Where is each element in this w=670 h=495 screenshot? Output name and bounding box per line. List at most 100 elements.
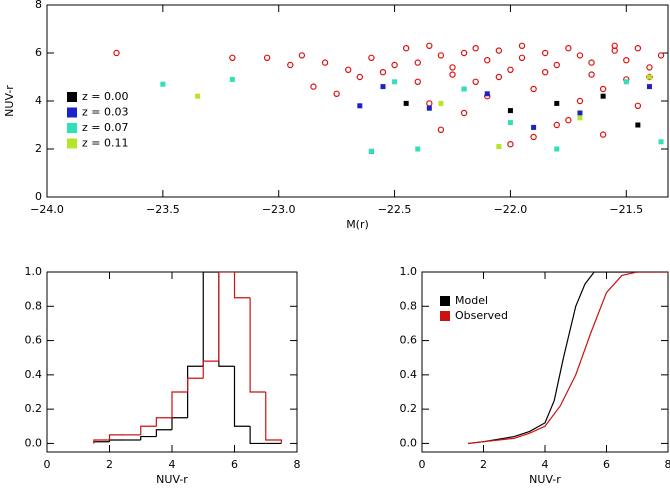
cdf-line — [468, 272, 668, 445]
point — [576, 97, 584, 105]
point — [634, 102, 642, 110]
point — [599, 85, 607, 93]
point — [657, 52, 665, 59]
point — [426, 100, 433, 107]
histogram-bin — [155, 417, 172, 427]
point — [460, 49, 468, 57]
legend-label: z = 0.03 — [82, 106, 128, 119]
point — [391, 61, 398, 69]
y-tick-label: 0 — [35, 190, 42, 203]
histogram-bin — [140, 435, 157, 440]
point — [577, 115, 583, 121]
point — [379, 68, 387, 76]
point — [623, 79, 629, 85]
x-tick-label: 4 — [542, 458, 549, 471]
point — [310, 83, 317, 90]
point — [263, 54, 271, 62]
point — [449, 64, 456, 71]
point — [565, 116, 572, 124]
histogram-bin — [93, 439, 110, 444]
x-tick-label: 2 — [480, 458, 487, 471]
x-tick-label: −21.5 — [609, 203, 643, 216]
histogram-bin — [233, 272, 251, 299]
x-tick-label: 8 — [294, 458, 301, 471]
point — [414, 78, 421, 86]
legend-swatch — [67, 138, 77, 149]
point — [461, 86, 467, 92]
x-tick-label: −24.0 — [30, 203, 64, 216]
y-tick-label: 0.6 — [25, 334, 43, 347]
point — [553, 121, 560, 129]
y-tick-label: 1.0 — [25, 265, 43, 278]
point — [229, 54, 236, 62]
point — [287, 61, 294, 69]
legend-label: z = 0.07 — [82, 121, 128, 134]
histogram-bin — [171, 417, 188, 430]
cdf-line — [468, 272, 668, 445]
y-tick-label: 0.4 — [25, 368, 43, 381]
plot-area — [113, 42, 665, 154]
y-axis-label: NUV-r — [3, 85, 16, 117]
point — [577, 110, 583, 116]
point — [507, 120, 513, 126]
point — [484, 91, 490, 97]
point — [495, 73, 503, 81]
point — [507, 108, 513, 114]
point — [321, 59, 329, 66]
point — [646, 73, 653, 81]
axes-box — [46, 4, 669, 198]
point — [530, 133, 537, 141]
histogram-bin — [249, 297, 266, 393]
y-tick-label: 2 — [35, 142, 42, 155]
point — [518, 54, 526, 62]
point — [438, 100, 444, 106]
plot-area — [468, 272, 668, 445]
x-tick-label: 0 — [419, 458, 426, 471]
point — [495, 47, 503, 54]
legend-swatch — [440, 311, 450, 321]
y-tick-label: 0.8 — [400, 299, 418, 312]
histogram-bin — [265, 392, 282, 444]
point — [415, 146, 421, 152]
point — [576, 52, 584, 59]
point — [449, 71, 456, 78]
point — [646, 74, 652, 80]
point — [414, 59, 421, 66]
x-tick-label: −22.0 — [494, 203, 528, 216]
point — [484, 57, 491, 64]
x-tick-label: 0 — [44, 458, 51, 471]
histogram-bin — [218, 272, 235, 367]
point — [380, 84, 386, 90]
x-axis-label: NUV-r — [156, 473, 188, 486]
legend-label: Observed — [455, 309, 508, 322]
point — [368, 54, 375, 62]
legend-label: z = 0.11 — [82, 137, 128, 150]
point — [392, 79, 398, 85]
point — [437, 52, 445, 59]
x-axis-label: NUV-r — [529, 473, 561, 486]
y-tick-label: 1.0 — [400, 265, 418, 278]
legend-label: z = 0.00 — [82, 90, 128, 103]
point — [160, 81, 166, 87]
histogram-bin — [202, 272, 219, 367]
x-tick-label: −23.5 — [146, 203, 180, 216]
point — [472, 45, 479, 52]
histogram-bin — [108, 439, 126, 442]
point — [541, 49, 549, 57]
point — [507, 140, 514, 148]
point — [554, 146, 560, 152]
point — [600, 93, 606, 99]
legend-swatch — [67, 92, 77, 102]
point — [496, 144, 502, 150]
y-tick-label: 4 — [35, 94, 42, 107]
histogram-bin — [187, 365, 204, 418]
point — [426, 42, 433, 50]
point — [357, 103, 363, 109]
histogram-bin — [249, 426, 266, 445]
legend-swatch — [440, 296, 450, 306]
histogram-bin — [140, 425, 157, 435]
point — [658, 139, 664, 145]
panel: 0 2 4 6 8 0.0 0.2 0.4 0.6 0.8 1.0 NUV-r — [25, 265, 301, 486]
point — [403, 100, 409, 106]
point — [298, 52, 306, 59]
